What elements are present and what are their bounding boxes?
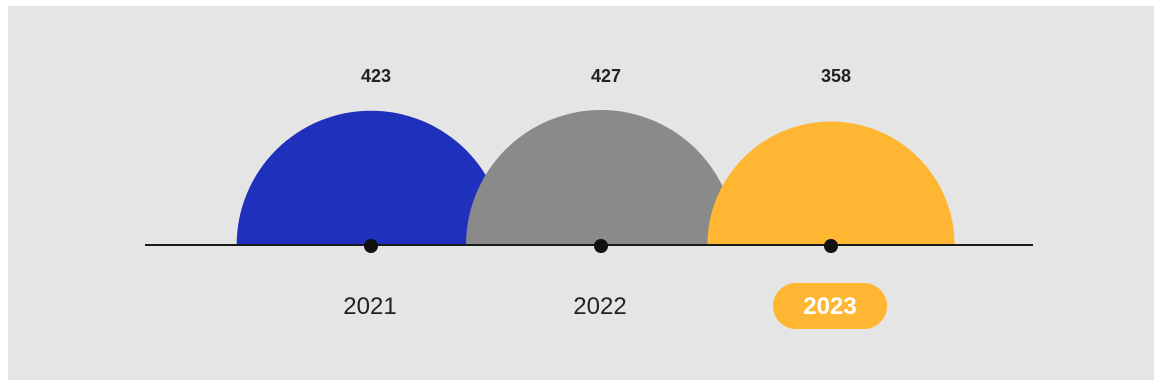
semicircle-marks <box>236 110 955 245</box>
timeline-point-2022 <box>594 239 608 253</box>
year-label-2022: 2022 <box>573 293 626 320</box>
year-label-2021: 2021 <box>343 293 396 320</box>
value-label-2023: 358 <box>821 66 851 86</box>
chart-frame: 423 427 358 2021 2022 2023 <box>8 6 1154 380</box>
timeline-points <box>364 239 838 253</box>
year-highlight-pill <box>773 283 887 329</box>
year-labels: 2021 2022 2023 <box>343 283 887 329</box>
semicircle-chart: 423 427 358 2021 2022 2023 <box>145 66 1033 329</box>
semicircle-2023 <box>707 121 955 245</box>
semicircle-2022 <box>466 110 736 245</box>
value-labels: 423 427 358 <box>361 66 851 86</box>
timeline-point-2023 <box>824 239 838 253</box>
year-label-2023: 2023 <box>803 293 856 320</box>
semicircle-2021 <box>236 110 506 245</box>
timeline-point-2021 <box>364 239 378 253</box>
value-label-2022: 427 <box>591 66 621 86</box>
value-label-2021: 423 <box>361 66 391 86</box>
